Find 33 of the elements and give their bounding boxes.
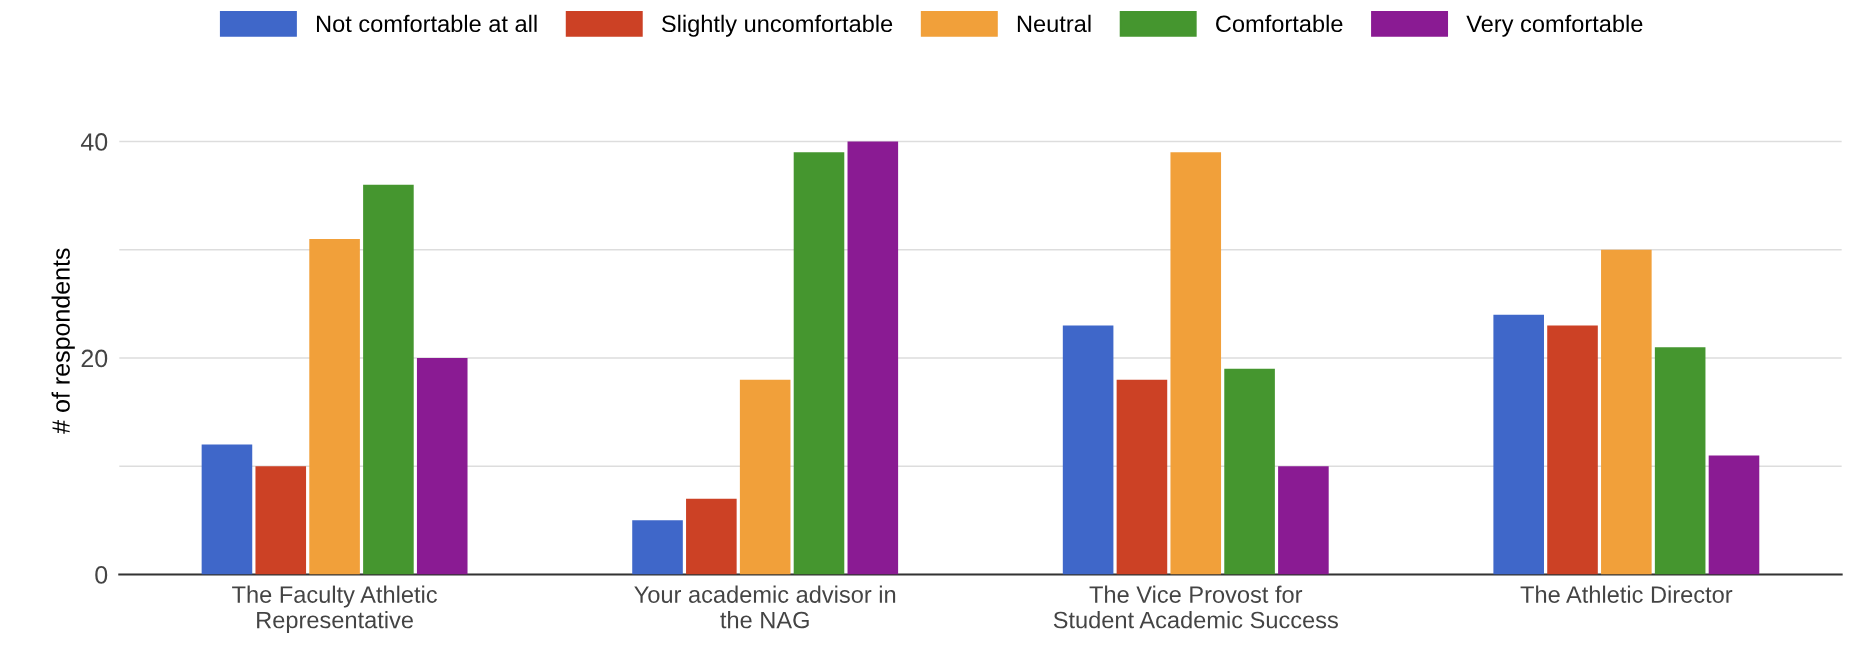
bar bbox=[1493, 314, 1544, 575]
bar bbox=[739, 379, 791, 575]
bar bbox=[793, 152, 845, 575]
y-tick-label: 20 bbox=[81, 349, 108, 368]
legend-label: Slightly uncomfortable bbox=[661, 14, 893, 37]
x-tick-label: The Athletic Director bbox=[1520, 585, 1733, 603]
bar bbox=[1601, 249, 1652, 575]
y-axis-title: # of respondents bbox=[51, 248, 75, 434]
legend-label: Very comfortable bbox=[1466, 14, 1643, 37]
bar bbox=[363, 184, 414, 575]
bar bbox=[416, 358, 468, 575]
bar bbox=[686, 498, 737, 575]
bar bbox=[1116, 379, 1168, 575]
bar bbox=[1547, 325, 1598, 575]
bar bbox=[309, 238, 360, 575]
x-tick-label: The Vice Provost for Student Academic Success bbox=[1053, 585, 1338, 629]
bar bbox=[1224, 368, 1275, 575]
y-tick-label: 0 bbox=[95, 566, 108, 584]
legend-label: Not comfortable at all bbox=[316, 14, 537, 33]
legend-label: Neutral bbox=[1017, 14, 1091, 33]
x-tick-label: The Faculty Athletic Representative bbox=[232, 585, 437, 634]
bar bbox=[1708, 455, 1760, 575]
y-tick-label: 40 bbox=[80, 133, 108, 151]
x-tick-label: Your academic advisor in the NAG bbox=[634, 585, 896, 629]
bar bbox=[1062, 325, 1114, 575]
bar bbox=[1278, 466, 1329, 575]
bar bbox=[847, 141, 899, 575]
bar bbox=[201, 444, 253, 575]
bar bbox=[632, 520, 683, 575]
bar bbox=[1654, 347, 1706, 575]
bar bbox=[1170, 152, 1222, 575]
legend-label: Comfortable bbox=[1216, 14, 1343, 33]
bar bbox=[255, 466, 307, 575]
